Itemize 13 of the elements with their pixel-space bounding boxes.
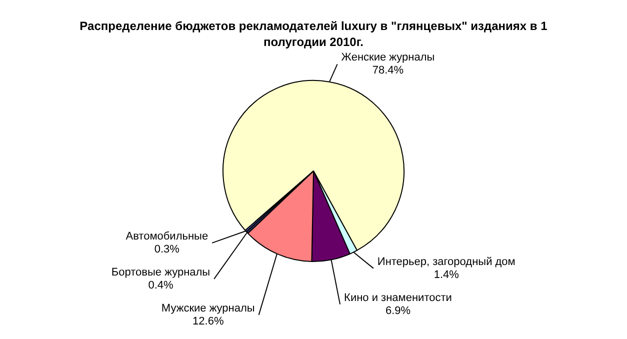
slice-label: Кино и знаменитости xyxy=(344,292,452,304)
data-label: 0.3% xyxy=(154,243,180,256)
slice-label: Автомобильные xyxy=(126,230,208,242)
slice-label: Интерьер, загородный дом xyxy=(377,256,516,268)
data-label: 6.9% xyxy=(385,304,411,317)
data-label: 0.4% xyxy=(148,279,174,292)
data-label: 1.4% xyxy=(434,268,460,281)
data-label: 12.6% xyxy=(192,315,224,328)
slice-label: Женские журналы xyxy=(341,52,435,64)
slice-label: Бортовые журналы xyxy=(111,266,210,278)
chart-title: Распределение бюджетов рекламодателей luxury в "глянцевых" изданиях в 1 полугодии 2010г. xyxy=(78,18,548,50)
slice-label: Мужские журналы xyxy=(161,302,255,314)
data-label: 78.4% xyxy=(372,64,404,77)
